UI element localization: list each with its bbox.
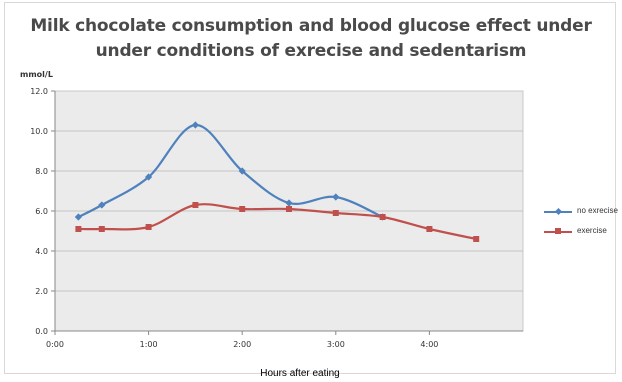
data-point-exercise: [379, 214, 386, 220]
series-line-exercise: [78, 203, 477, 241]
chart-frame: [4, 2, 616, 374]
series-exercise: [75, 202, 480, 242]
axes: 0.0 2.0 4.0 6.0 8.0 10.0 12.0 0:00 1:00 2:00 3:00 4…: [30, 87, 523, 349]
data-point-exercise: [145, 224, 152, 230]
data-point-exercise: [239, 206, 246, 212]
data-point-exercise: [332, 210, 339, 216]
y-tick-label: 12.0: [30, 87, 48, 96]
data-point-no-exrecise: [98, 201, 106, 209]
series-line-no-exrecise: [77, 123, 384, 219]
series-no-exrecise: [74, 121, 387, 221]
x-tick-label: 2:00: [233, 340, 251, 349]
x-axis-label: Hours after eating: [260, 368, 340, 379]
data-point-no-exrecise: [285, 199, 293, 207]
y-tick-label: 0.0: [35, 327, 48, 336]
legend-marker-exercise: [555, 228, 561, 234]
data-point-no-exrecise: [145, 173, 153, 181]
y-tick-label: 4.0: [35, 247, 48, 256]
data-point-exercise: [473, 236, 480, 242]
x-tick-label: 1:00: [140, 340, 158, 349]
data-point-exercise: [98, 226, 105, 232]
y-tick-label: 8.0: [35, 167, 48, 176]
series-layer: [74, 121, 480, 242]
chart-title-line-1: Milk chocolate consumption and blood glu…: [30, 16, 592, 36]
data-point-no-exrecise: [191, 121, 199, 129]
x-tick-label: 3:00: [327, 340, 345, 349]
legend-label-no-exrecise: no exrecise: [577, 206, 618, 215]
data-point-exercise: [192, 202, 199, 208]
legend-label-exercise: exercise: [577, 226, 607, 235]
data-point-no-exrecise: [74, 213, 82, 221]
data-point-exercise: [286, 206, 292, 212]
x-tick-label: 0:00: [46, 340, 64, 349]
y-tick-label: 6.0: [35, 207, 48, 216]
data-point-exercise: [75, 226, 82, 232]
x-tick-label: 4:00: [420, 340, 438, 349]
chart-title-line-2: under conditions of exrecise and sedenta…: [95, 41, 527, 61]
data-point-exercise: [426, 226, 433, 232]
y-axis-unit-label: mmol/L: [20, 70, 53, 79]
data-point-no-exrecise: [238, 167, 246, 175]
y-tick-label: 10.0: [30, 127, 48, 136]
data-point-no-exrecise: [332, 193, 340, 201]
y-tick-label: 2.0: [35, 287, 48, 296]
